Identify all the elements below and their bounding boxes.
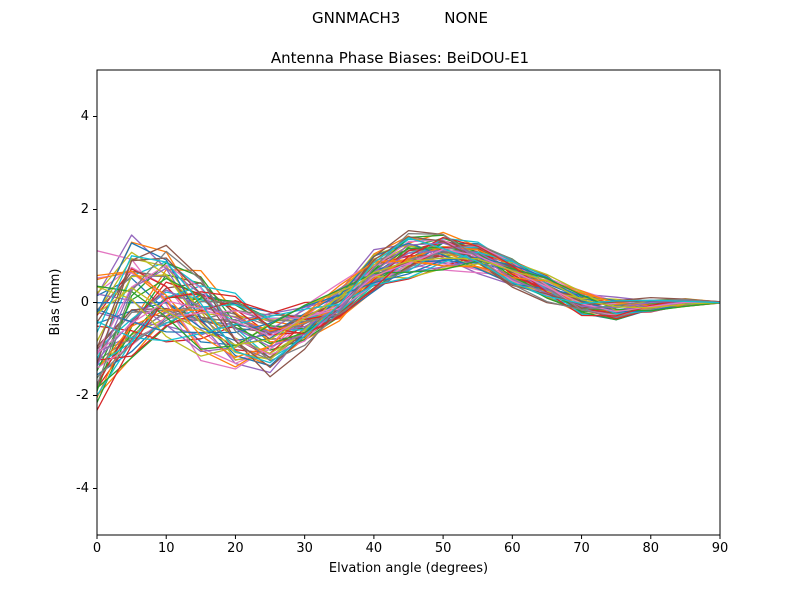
x-tick-label: 0 [92,541,102,556]
x-tick-label: 10 [157,541,175,556]
tick-marks [93,116,721,539]
y-tick-label: 2 [80,201,89,217]
bias-line [97,251,720,342]
y-tick-label: 4 [80,108,89,124]
bias-line [97,237,720,364]
bias-line [97,232,720,386]
bias-line [97,259,720,368]
chart-title: Antenna Phase Biases: BeiDOU-E1 [270,49,530,67]
x-tick-label: 40 [365,541,383,556]
y-tick-label: -4 [76,480,89,496]
x-tick-label: 80 [642,541,660,556]
x-tick-label: 90 [711,541,729,556]
bias-line [97,236,720,411]
x-tick-label: 50 [434,541,452,556]
bias-line [97,260,720,350]
x-tick-label: 20 [227,541,244,556]
y-tick-label: -2 [76,387,89,403]
line-bundle [97,229,720,411]
x-tick-label: 70 [573,541,590,556]
bias-line [97,257,720,346]
bias-line [97,236,720,369]
x-tick-label: 30 [296,541,313,556]
x-tick-label: 60 [504,541,521,556]
bias-line [97,239,720,356]
figure-suptitle: GNNMACH3 NONE [0,9,800,27]
bias-line [97,243,720,378]
y-tick-label: 0 [80,294,89,310]
y-axis-label: Bias (mm) [48,268,63,336]
bias-line [97,244,720,361]
suptitle-left: GNNMACH3 [311,9,401,27]
suptitle-right: NONE [444,9,489,27]
bias-line [97,248,720,355]
x-axis-label: Elvation angle (degrees) [328,561,489,576]
